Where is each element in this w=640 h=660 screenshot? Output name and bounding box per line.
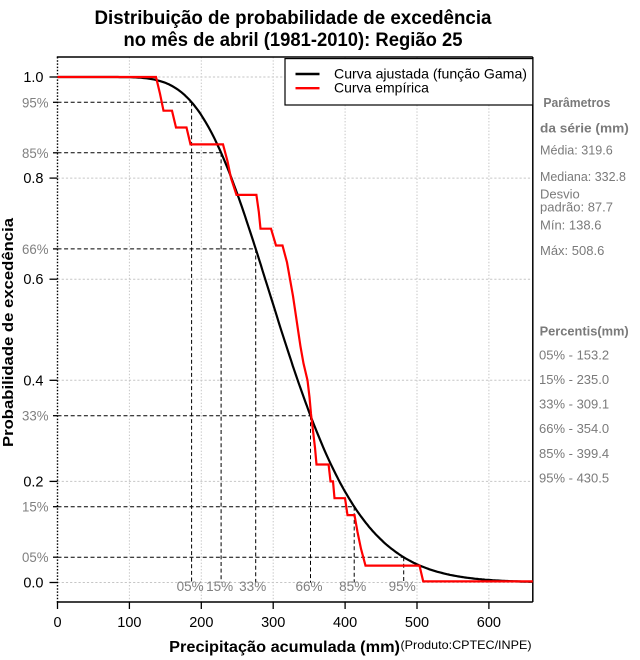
svg-text:0.8: 0.8 [23,171,43,187]
svg-text:Curva ajustada (função Gama): Curva ajustada (função Gama) [334,65,527,81]
svg-text:400: 400 [333,615,357,631]
svg-text:300: 300 [261,615,285,631]
svg-text:0: 0 [53,615,61,631]
svg-text:da série (mm): da série (mm) [540,120,629,135]
svg-text:85%: 85% [22,145,49,161]
svg-text:33% - 309.1: 33% - 309.1 [539,397,609,412]
svg-text:Percentis(mm): Percentis(mm) [540,324,629,339]
svg-text:33%: 33% [22,408,49,424]
svg-text:85% - 399.4: 85% - 399.4 [539,446,609,461]
svg-text:15%: 15% [22,499,49,515]
svg-text:500: 500 [405,615,429,631]
svg-text:0.6: 0.6 [23,272,43,288]
svg-text:33%: 33% [239,579,266,594]
svg-text:15%: 15% [206,579,233,594]
svg-text:Máx: 508.6: Máx: 508.6 [540,243,604,258]
svg-text:15% - 235.0: 15% - 235.0 [539,372,609,387]
svg-text:85%: 85% [339,579,366,594]
svg-text:Média: 319.6: Média: 319.6 [540,143,613,158]
svg-text:66% - 354.0: 66% - 354.0 [539,421,609,436]
svg-text:600: 600 [477,615,501,631]
svg-text:Distribuição de probabilidade: Distribuição de probabilidade de excedên… [95,8,492,29]
svg-text:100: 100 [117,615,141,631]
svg-text:0.0: 0.0 [23,576,43,592]
svg-text:66%: 66% [22,241,49,257]
svg-text:95%: 95% [389,579,416,594]
svg-text:66%: 66% [295,579,322,594]
svg-text:no mês de abril (1981-2010): R: no mês de abril (1981-2010): Região 25 [124,30,463,51]
svg-text:Precipitação acumulada (mm): Precipitação acumulada (mm) [169,639,400,656]
svg-text:95%: 95% [22,94,49,110]
svg-text:Probabilidade de excedência: Probabilidade de excedência [0,217,17,447]
svg-text:200: 200 [189,615,213,631]
svg-text:05% - 153.2: 05% - 153.2 [539,347,609,362]
svg-text:95% - 430.5: 95% - 430.5 [539,470,609,485]
svg-text:05%: 05% [22,549,49,565]
svg-text:padrão: 87.7: padrão: 87.7 [540,199,613,214]
svg-text:(Produto:CPTEC/INPE): (Produto:CPTEC/INPE) [401,638,532,652]
svg-text:Desvio: Desvio [540,187,580,202]
svg-text:Parâmetros: Parâmetros [543,95,610,110]
svg-text:05%: 05% [177,579,204,594]
svg-text:0.2: 0.2 [23,474,43,490]
svg-text:1.0: 1.0 [23,70,43,86]
svg-text:Curva empírica: Curva empírica [334,79,429,95]
svg-text:Mediana: 332.8: Mediana: 332.8 [540,169,626,184]
svg-text:Mín: 138.6: Mín: 138.6 [540,218,601,233]
svg-text:0.4: 0.4 [23,373,43,389]
